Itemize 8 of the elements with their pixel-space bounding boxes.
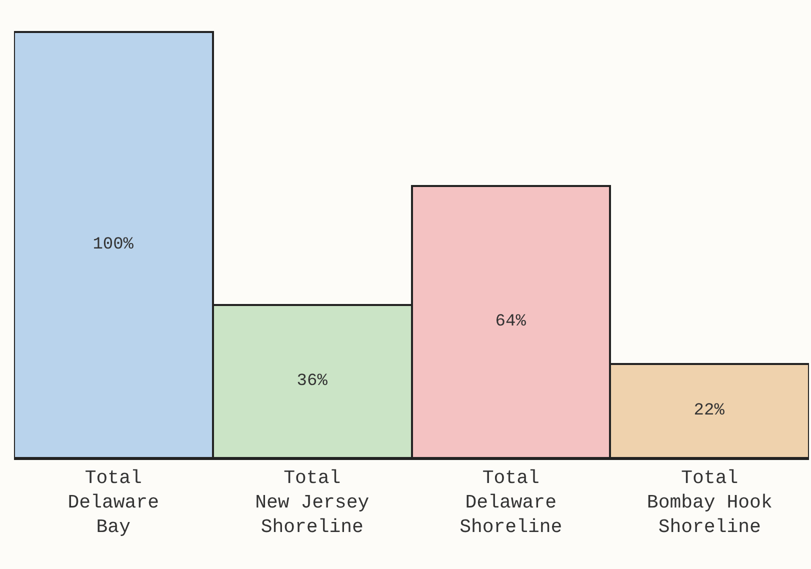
data-label: 64% xyxy=(495,312,527,332)
x-tick-label: Total New Jersey Shoreline xyxy=(255,466,370,538)
x-tick-label: Total Delaware Shoreline xyxy=(460,466,562,538)
x-tick-label: Total Bombay Hook Shoreline xyxy=(646,466,772,538)
data-label: 22% xyxy=(694,402,726,420)
data-label: 100% xyxy=(92,236,134,254)
data-label: 36% xyxy=(296,372,328,391)
x-tick-label: Total Delaware Bay xyxy=(68,466,159,538)
